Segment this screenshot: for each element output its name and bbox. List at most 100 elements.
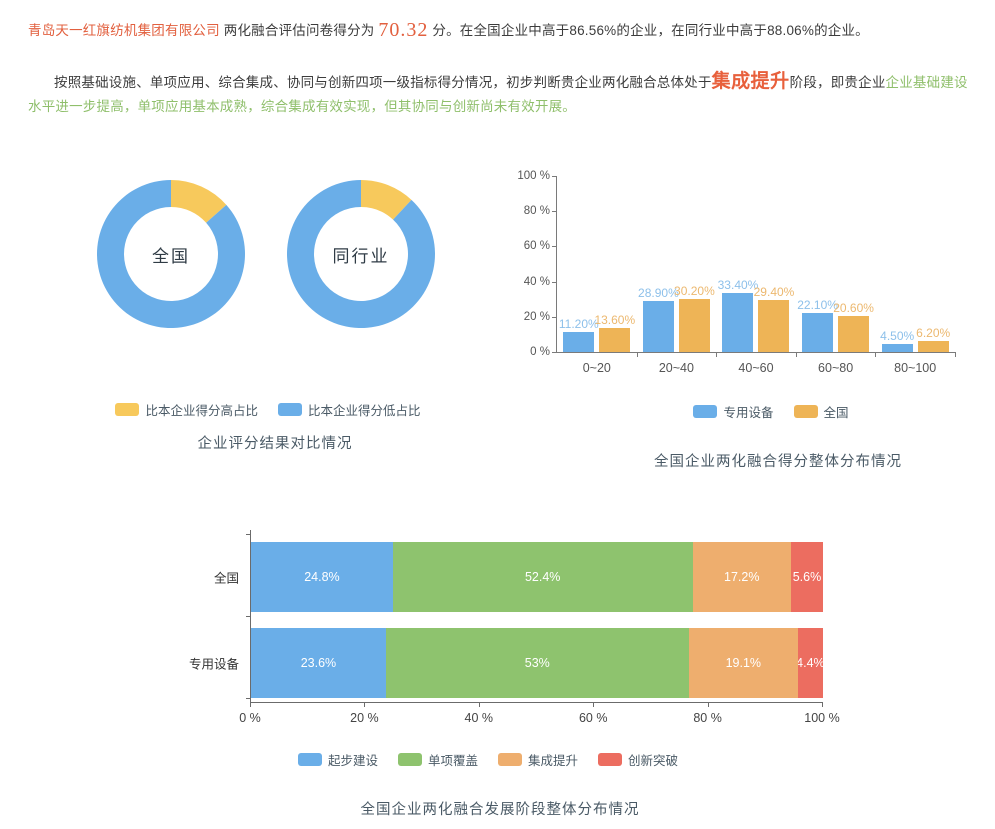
stacked-legend-item[interactable]: 集成提升 — [498, 750, 578, 769]
bar-全国[interactable]: 6.20% — [916, 326, 950, 352]
donut-chart-legend: 比本企业得分高占比 比本企业得分低占比 — [95, 400, 455, 419]
bar-legend-label: 全国 — [823, 406, 849, 420]
donut-legend-label: 比本企业得分高占比 — [145, 404, 258, 418]
bar-value-label: 33.40% — [717, 278, 759, 293]
stacked-chart-x-tick — [822, 702, 823, 707]
stacked-segment-起步建设[interactable]: 24.8% — [251, 542, 393, 612]
bar-专用设备[interactable]: 22.10% — [797, 298, 838, 352]
stacked-legend-label: 创新突破 — [628, 754, 679, 768]
donut-legend-item[interactable]: 比本企业得分低占比 — [278, 400, 421, 419]
bar-chart-x-tick — [716, 352, 718, 357]
bar-chart-legend: 专用设备 全国 — [628, 402, 928, 421]
donut-slice[interactable] — [97, 180, 246, 328]
bar-value-label: 6.20% — [916, 326, 951, 341]
total-score-value: 70.32 — [378, 19, 429, 41]
stacked-chart-y-label: 专用设备 — [188, 657, 239, 672]
bar-group: 28.90% 30.20% 20~40 — [637, 176, 717, 375]
bar-chart-x-label: 40~60 — [738, 361, 774, 375]
distribution-bar-chart: 0 % 20 % 40 % 60 % 80 % 100 % 11.20% 13.60% 0~20… — [498, 170, 958, 376]
bar-全国[interactable]: 13.60% — [594, 313, 635, 352]
bar-全国[interactable]: 30.20% — [674, 284, 715, 352]
stacked-chart-x-tick — [250, 702, 251, 707]
donut-svg-national — [97, 180, 246, 328]
bar-group: 4.50% 6.20% 80~100 — [875, 176, 955, 375]
bar-chart-x-tick — [795, 352, 797, 357]
bar-value-label: 30.20% — [674, 283, 715, 298]
bar-专用设备[interactable]: 11.20% — [559, 317, 599, 352]
bar-chart-x-tick — [875, 352, 877, 357]
donut-legend-label: 比本企业得分低占比 — [308, 404, 421, 418]
bar-legend-label: 专用设备 — [723, 406, 774, 420]
stacked-segment-单项覆盖[interactable]: 52.4% — [392, 542, 693, 612]
stage-distribution-stacked-chart: 全国 24.8% 52.4% 17.2% 5.6% 专用设备 23.6% 53% 19.1% 4.… — [185, 530, 845, 725]
bar-专用设备[interactable]: 4.50% — [880, 329, 914, 352]
stacked-legend-item[interactable]: 单项覆盖 — [397, 750, 478, 769]
bar-专用设备[interactable]: 28.90% — [638, 286, 679, 352]
stacked-chart-x-label: 20 % — [350, 711, 379, 725]
stacked-chart-legend: 起步建设 单项覆盖 集成提升 创新突破 — [285, 750, 705, 769]
stacked-chart-x-tick — [364, 702, 366, 707]
stacked-chart-x-label: 60 % — [578, 711, 608, 725]
stacked-segment-单项覆盖[interactable]: 53% — [385, 628, 689, 698]
stacked-legend-item[interactable]: 创新突破 — [598, 750, 678, 769]
bar-legend-item[interactable]: 全国 — [793, 402, 849, 421]
donut-legend-item[interactable]: 比本企业得分高占比 — [115, 400, 258, 419]
bar-全国[interactable]: 29.40% — [754, 285, 794, 352]
stage-name: 集成提升 — [711, 71, 790, 92]
stacked-chart-y-tick — [246, 534, 251, 535]
bar-group: 33.40% 29.40% 40~60 — [716, 176, 796, 375]
legend-swatch-icon — [498, 753, 522, 766]
bar-专用设备[interactable]: 33.40% — [718, 278, 758, 352]
bar-value-label: 20.60% — [833, 300, 874, 315]
legend-swatch-icon — [397, 753, 422, 766]
donut-slice[interactable] — [361, 180, 412, 220]
bar-value-label: 4.50% — [880, 329, 915, 344]
stacked-chart-x-tick — [707, 702, 709, 707]
score-sentence-tail: 的企业。 — [814, 23, 869, 38]
bar-value-label: 22.10% — [797, 298, 838, 313]
bar-全国[interactable]: 20.60% — [833, 301, 874, 352]
bar-chart-x-label: 80~100 — [894, 361, 937, 375]
donut-chart-industry: 同行业 — [285, 178, 437, 330]
stacked-segment-创新突破[interactable]: 5.6% — [790, 542, 823, 612]
stacked-legend-label: 集成提升 — [528, 754, 579, 768]
score-summary-paragraph: 青岛天一红旗纺机集团有限公司 两化融合评估问卷得分为 70.32 分。在全国企业… — [28, 18, 968, 43]
stage-summary-paragraph: 按照基础设施、单项应用、综合集成、协同与创新四项一级指标得分情况，初步判断贵企业… — [28, 70, 973, 119]
stage-sentence-mid: 阶段，即贵企业 — [789, 75, 886, 90]
bar-chart-y-tick: 40 % — [524, 276, 558, 288]
stacked-segment-集成提升[interactable]: 17.2% — [692, 542, 791, 612]
stacked-chart-y-tick — [246, 616, 251, 617]
stage-sentence-lead: 按照基础设施、单项应用、综合集成、协同与创新四项一级指标得分情况，初步判断贵企业… — [54, 75, 712, 90]
bar-chart-x-tick — [636, 352, 638, 357]
stacked-chart-plot-area: 全国 24.8% 52.4% 17.2% 5.6% 专用设备 23.6% 53% 19.1% 4.… — [189, 530, 823, 702]
bar-chart-y-tick: 60 % — [524, 240, 558, 252]
legend-swatch-icon — [793, 405, 818, 418]
stacked-chart-x-label: 80 % — [693, 711, 722, 725]
bar-chart-y-tick: 100 % — [517, 170, 557, 182]
legend-swatch-icon — [693, 405, 718, 418]
stacked-chart-y-label: 全国 — [213, 571, 239, 586]
stacked-segment-创新突破[interactable]: 4.4% — [797, 628, 823, 698]
bar-chart-y-tick: 80 % — [524, 205, 558, 217]
stacked-chart-x-axis: 0 % 20 % 40 % 60 % 80 % 100 % — [239, 702, 840, 725]
bar-chart-x-tick — [955, 352, 956, 357]
stacked-segment-集成提升[interactable]: 19.1% — [688, 628, 798, 698]
company-name: 青岛天一红旗纺机集团有限公司 — [28, 23, 220, 38]
legend-swatch-icon — [297, 753, 322, 766]
score-sentence-mid2: 分。在全国企业中高于 — [428, 23, 570, 38]
bar-value-label: 29.40% — [753, 285, 795, 300]
donut-slice[interactable] — [171, 180, 227, 223]
donut-chart-caption: 企业评分结果对比情况 — [197, 436, 353, 452]
donut-chart-panel: 全国 同行业 — [95, 178, 455, 338]
donut-center-label-industry: 同行业 — [332, 246, 390, 266]
score-sentence-mid3: 的企业，在同行业中高于 — [616, 23, 768, 38]
donut-chart-national: 全国 — [95, 178, 247, 330]
stacked-legend-item[interactable]: 起步建设 — [297, 750, 378, 769]
bar-group: 22.10% 20.60% 60~80 — [796, 176, 876, 375]
donut-svg-industry — [287, 180, 436, 328]
bar-chart-x-label: 0~20 — [582, 361, 611, 375]
bar-legend-item[interactable]: 专用设备 — [693, 402, 774, 421]
stacked-segment-起步建设[interactable]: 23.6% — [251, 628, 386, 698]
stacked-chart-x-tick — [478, 702, 480, 707]
donut-slice[interactable] — [287, 180, 436, 328]
